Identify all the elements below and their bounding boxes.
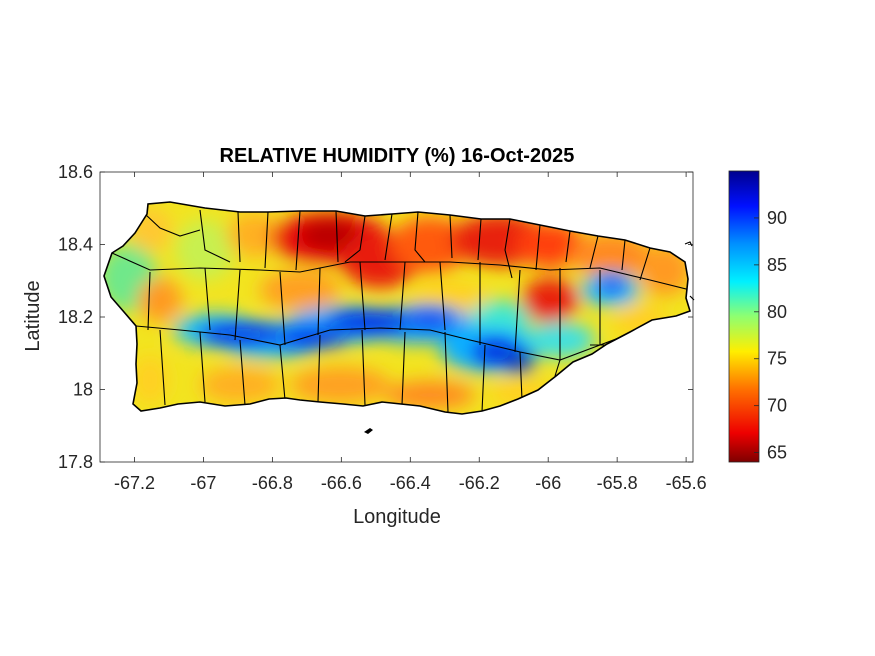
humidity-field — [104, 202, 690, 414]
y-tick-label: 17.8 — [58, 452, 93, 472]
y-tick-label: 18.6 — [58, 162, 93, 182]
x-axis: -67.2 -67 -66.8 -66.6 -66.4 -66.2 -66 -65.8 -65.… — [114, 172, 707, 493]
colorbar-tick-label: 80 — [767, 302, 787, 322]
x-tick-label: -65.8 — [597, 473, 638, 493]
colorbar-tick-label: 90 — [767, 208, 787, 228]
x-tick-label: -65.6 — [666, 473, 707, 493]
municipality-boundaries — [111, 209, 690, 413]
colorbar-tick-label: 70 — [767, 396, 787, 416]
chart-title: RELATIVE HUMIDITY (%) 16-Oct-2025 — [220, 145, 575, 167]
colorbar-tick-label: 75 — [767, 349, 787, 369]
x-tick-label: -66.4 — [390, 473, 431, 493]
x-tick-label: -66.2 — [459, 473, 500, 493]
island-outline — [103, 201, 691, 415]
y-axis: 18.6 18.4 18.2 18 17.8 — [58, 162, 693, 472]
colorbar-tick-label: 65 — [767, 443, 787, 463]
x-tick-label: -66.8 — [252, 473, 293, 493]
y-tick-label: 18.4 — [58, 235, 93, 255]
x-tick-label: -67.2 — [114, 473, 155, 493]
x-tick-label: -66.6 — [321, 473, 362, 493]
x-tick-label: -66 — [535, 473, 561, 493]
colorbar-ticks: 90 85 80 75 70 65 — [754, 208, 787, 463]
y-tick-label: 18.2 — [58, 307, 93, 327]
y-axis-label: Latitude — [22, 280, 44, 351]
colorbar — [728, 170, 760, 463]
y-tick-label: 18 — [73, 380, 93, 400]
x-axis-label: Longitude — [353, 506, 441, 528]
x-tick-label: -67 — [190, 473, 216, 493]
caja-de-muerto-island — [364, 428, 373, 434]
colorbar-tick-label: 85 — [767, 255, 787, 275]
